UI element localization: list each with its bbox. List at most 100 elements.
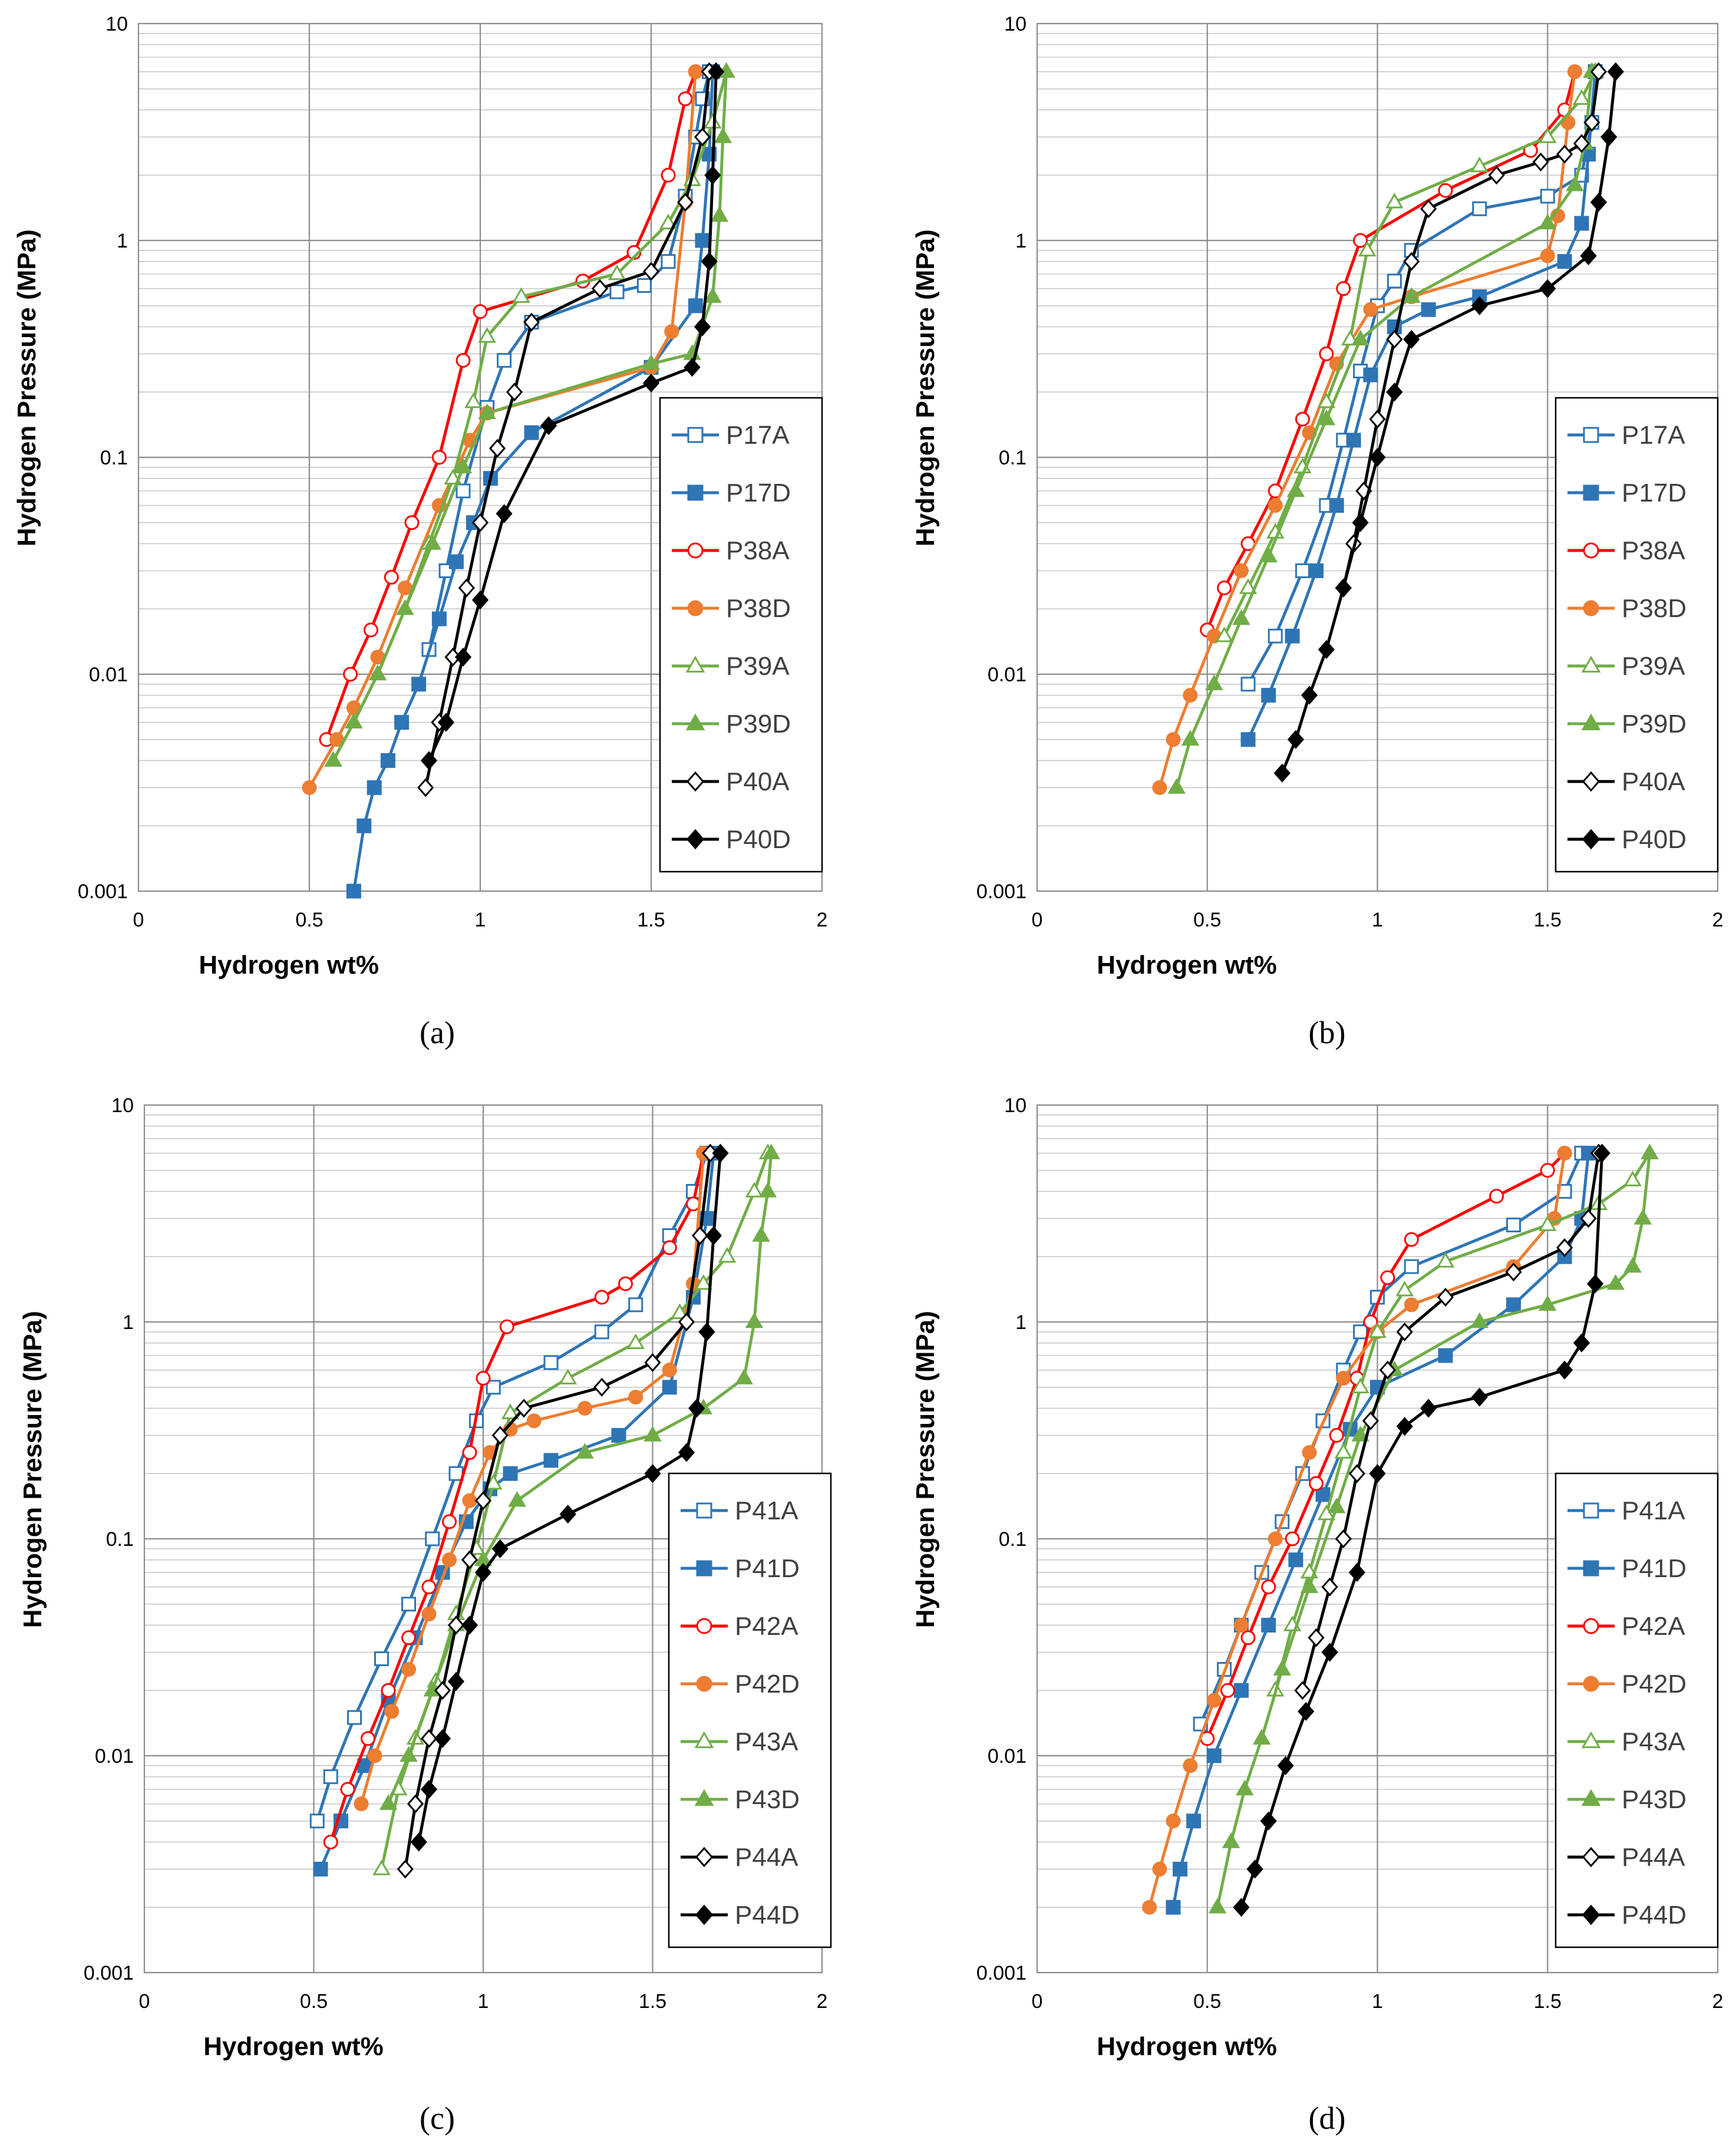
marker-diamond [698, 1322, 715, 1341]
legend-label: P43D [735, 1785, 800, 1814]
marker-circle [1220, 1683, 1235, 1698]
marker-square [1288, 1552, 1303, 1568]
marker-square [1583, 1560, 1599, 1577]
x-tick-label: 2 [1712, 909, 1724, 931]
marker-circle [1268, 498, 1283, 513]
marker-triangle [1572, 89, 1591, 105]
legend-item: P41A [1567, 1496, 1685, 1525]
x-tick-label: 0 [133, 909, 144, 931]
marker-triangle [508, 1491, 526, 1507]
marker-triangle [1317, 409, 1336, 426]
marker-circle [1363, 1314, 1378, 1330]
legend-label: P44A [735, 1843, 798, 1872]
y-axis-title: Hydrogen Pressure (MPa) [911, 229, 940, 546]
y-tick-label: 10 [1004, 13, 1027, 35]
marker-diamond [1335, 578, 1352, 598]
marker-diamond [1301, 685, 1318, 705]
marker-circle [431, 450, 447, 465]
marker-circle [1329, 1427, 1344, 1443]
marker-triangle [478, 403, 496, 420]
marker-diamond [461, 1615, 478, 1635]
legend-label: P40A [726, 767, 790, 796]
marker-triangle [1539, 1295, 1557, 1311]
marker-diamond [1580, 246, 1597, 265]
legend-label: P41A [735, 1496, 798, 1525]
marker-triangle [1470, 1312, 1489, 1328]
y-axis-title: Hydrogen Pressure (MPa) [18, 1311, 47, 1628]
series-P44D [1233, 1143, 1610, 1917]
marker-diamond [1233, 1898, 1250, 1917]
marker-diamond [1600, 127, 1618, 147]
series-group [1142, 1143, 1659, 1917]
marker-square [1315, 1487, 1331, 1502]
legend: P17A P17D P38A P38D P39A P39D P40A P40D [659, 397, 823, 873]
series-line [404, 1153, 712, 1869]
marker-circle [1489, 1189, 1504, 1204]
marker-circle [384, 1704, 400, 1719]
marker-diamond [1246, 1859, 1263, 1879]
marker-triangle [1286, 481, 1305, 497]
marker-diamond [1386, 329, 1403, 349]
marker-square [486, 1380, 501, 1395]
series-P38A [1200, 64, 1582, 638]
marker-square [1173, 1861, 1188, 1877]
x-axis-title: Hydrogen wt% [199, 951, 379, 980]
marker-square [323, 1769, 338, 1785]
marker-triangle [1351, 1377, 1369, 1394]
marker-diamond [1352, 513, 1369, 532]
marker-diamond [1396, 1417, 1413, 1436]
legend-item: P38A [1567, 536, 1685, 565]
marker-square [1583, 1502, 1599, 1519]
marker-circle [340, 1782, 355, 1797]
marker-circle [354, 1796, 369, 1812]
marker-square [1387, 273, 1402, 289]
marker-circle [661, 167, 676, 183]
marker-triangle [1470, 156, 1489, 173]
marker-diamond [1396, 1322, 1413, 1341]
marker-triangle [1259, 546, 1278, 563]
marker-diamond [678, 1443, 695, 1462]
legend-item: P38D [1567, 594, 1687, 623]
marker-triangle [379, 1794, 398, 1810]
legend-item: P40D [672, 825, 791, 854]
marker-triangle [710, 206, 729, 222]
y-tick-label: 10 [1004, 1094, 1027, 1117]
marker-circle [577, 1400, 592, 1416]
marker-diamond [1277, 1756, 1294, 1775]
legend-item: P42A [1567, 1612, 1685, 1641]
marker-square [1186, 1813, 1202, 1829]
marker-circle [1404, 1232, 1419, 1247]
marker-diamond [1437, 1288, 1454, 1307]
marker-circle [1183, 1758, 1198, 1773]
legend-item: P42A [681, 1612, 798, 1641]
marker-diamond [1556, 144, 1573, 164]
series-P41D [1166, 1146, 1596, 1915]
marker-square [1557, 254, 1572, 269]
y-tick-label: 0.001 [976, 1962, 1027, 1984]
legend-item: P41D [1567, 1554, 1687, 1583]
legend-item: P44A [681, 1843, 798, 1872]
x-axis-title: Hydrogen wt% [203, 2032, 384, 2061]
marker-diamond [1582, 1904, 1600, 1925]
series-line [417, 1153, 722, 1842]
marker-circle [526, 1413, 542, 1429]
marker-triangle [1539, 1215, 1557, 1231]
panel-label: (a) [420, 1015, 455, 1050]
marker-square [687, 484, 704, 501]
marker-diamond [688, 1399, 705, 1418]
panel-label: (b) [1309, 1015, 1346, 1050]
legend-item: P43D [681, 1785, 800, 1814]
legend-item: P17A [672, 421, 790, 450]
marker-circle [401, 1630, 416, 1646]
marker-diamond [417, 778, 434, 797]
y-tick-label: 0.01 [988, 664, 1027, 686]
marker-diamond [1573, 1333, 1590, 1353]
marker-diamond [1348, 1464, 1365, 1483]
marker-circle [363, 622, 378, 638]
x-tick-label: 0 [1032, 1990, 1043, 2013]
marker-diamond [397, 1859, 414, 1879]
marker-triangle [694, 1789, 714, 1806]
legend-label: P44A [1622, 1843, 1685, 1872]
series-line [1206, 71, 1576, 631]
marker-square [696, 1560, 712, 1577]
